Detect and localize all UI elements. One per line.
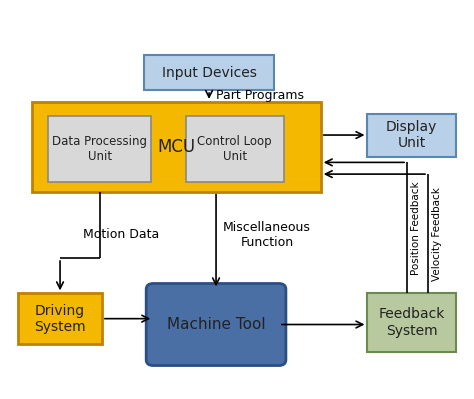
FancyBboxPatch shape [146, 284, 286, 365]
Text: MCU: MCU [157, 138, 196, 156]
Bar [144, 55, 274, 90]
Text: Data Processing
Unit: Data Processing Unit [52, 135, 147, 163]
Bar [32, 102, 321, 192]
Bar [367, 293, 456, 352]
Text: Machine Tool: Machine Tool [167, 317, 265, 332]
Text: Input Devices: Input Devices [162, 65, 256, 79]
Text: Motion Data: Motion Data [83, 228, 160, 241]
Text: Display
Unit: Display Unit [386, 120, 438, 150]
Bar [18, 293, 102, 344]
Text: Driving
System: Driving System [34, 304, 86, 334]
Bar [48, 115, 151, 182]
Text: Position Feedback: Position Feedback [410, 181, 421, 275]
Text: Feedback
System: Feedback System [378, 308, 445, 338]
Text: Velocity Feedback: Velocity Feedback [432, 187, 442, 280]
Text: Miscellaneous
Function: Miscellaneous Function [223, 221, 311, 249]
Text: Control Loop
Unit: Control Loop Unit [197, 135, 272, 163]
Bar [367, 114, 456, 156]
Bar [186, 115, 283, 182]
Text: Part Programs: Part Programs [216, 89, 304, 103]
